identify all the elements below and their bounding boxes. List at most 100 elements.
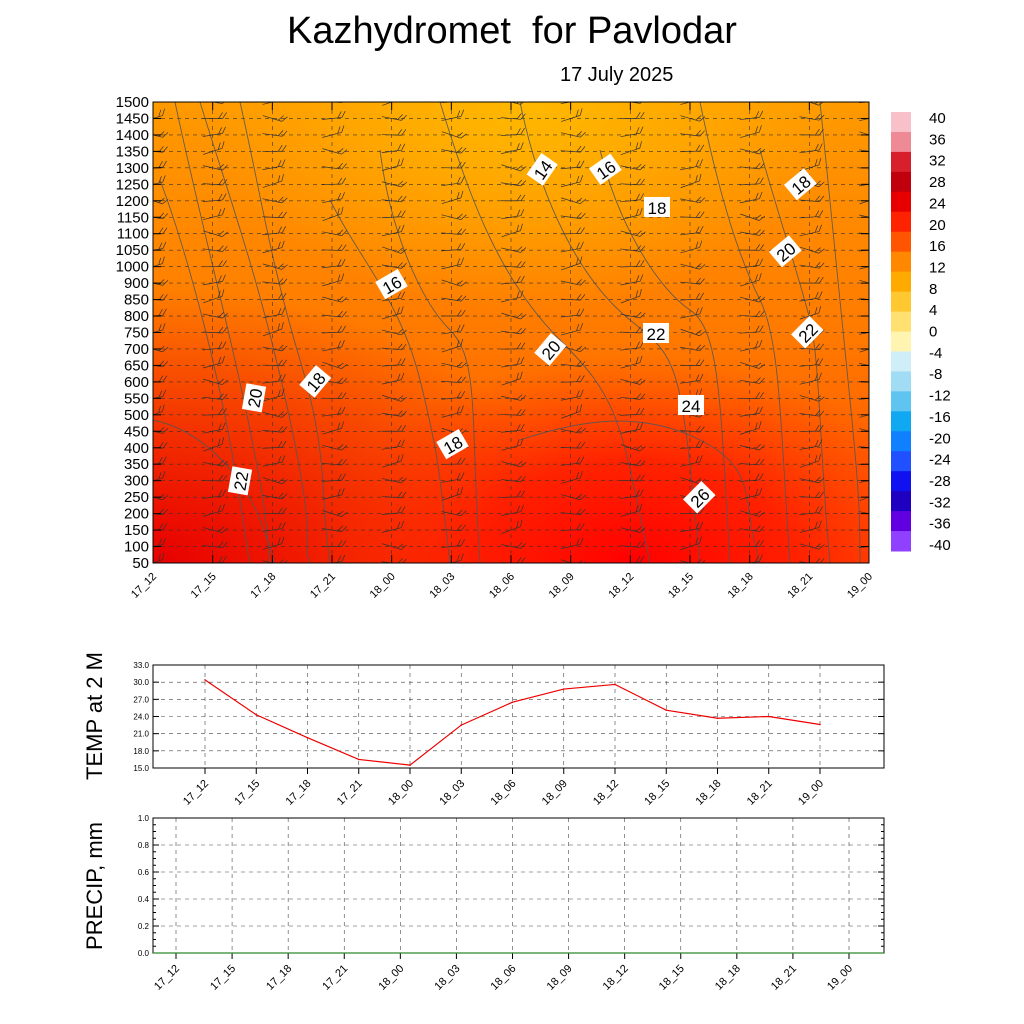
wind-barb <box>620 178 645 186</box>
colorbar-label: -8 <box>929 366 942 383</box>
barb-staff <box>153 345 163 353</box>
barb-staff <box>561 559 581 563</box>
barb-staff <box>739 166 760 170</box>
barb-staff <box>620 527 641 533</box>
temp-x-tick-label: 18_18 <box>694 778 724 808</box>
barb-staff <box>620 183 641 186</box>
wind-barb <box>322 206 344 221</box>
wind-barb <box>441 161 466 169</box>
wind-barb <box>381 180 407 188</box>
barb-staff <box>262 411 283 418</box>
wind-barb <box>680 277 705 285</box>
barb-flag <box>520 476 526 483</box>
temp-gridlines <box>153 664 884 769</box>
wind-barb <box>501 179 527 187</box>
barb-flag <box>516 327 522 334</box>
wind-barb <box>859 345 869 353</box>
wind-barb <box>262 536 285 550</box>
barb-flag <box>874 391 879 397</box>
barb-flag <box>576 227 581 234</box>
wind-barb <box>202 112 227 119</box>
barb-staff <box>321 183 343 186</box>
barb-flag <box>640 393 646 400</box>
barb-staff <box>859 297 869 302</box>
barb-flag <box>162 347 169 353</box>
colorbar-swatch <box>891 431 911 452</box>
barb-flag <box>520 127 525 135</box>
temp-point <box>511 701 514 703</box>
barb-flag <box>635 193 640 201</box>
barb-staff <box>799 478 820 484</box>
barb-staff <box>202 461 223 467</box>
barb-flag <box>397 476 404 483</box>
barb-flag <box>520 142 524 150</box>
wind-barb <box>500 342 526 350</box>
barb-flag <box>341 163 347 170</box>
barb-flag <box>401 196 407 203</box>
temp-point <box>409 764 411 766</box>
barb-flag <box>635 311 642 318</box>
barb-flag <box>879 228 883 234</box>
contour-label-text: 22 <box>230 470 252 492</box>
barb-flag <box>879 280 885 287</box>
barb-flag <box>520 328 526 335</box>
barb-flag <box>698 93 703 100</box>
wind-barb <box>153 108 165 122</box>
wind-barb <box>322 361 348 370</box>
wind-barb <box>560 441 586 449</box>
wind-barb <box>739 525 765 532</box>
contour-label-text: 20 <box>244 387 266 409</box>
barb-flag <box>457 161 462 169</box>
wind-barb <box>322 510 348 518</box>
barb-flag <box>341 406 346 414</box>
barb-flag <box>281 412 288 418</box>
barb-flag <box>221 437 225 445</box>
wind-barb <box>859 131 869 139</box>
barb-staff <box>799 264 820 269</box>
barb-flag <box>755 126 758 134</box>
barb-flag <box>576 360 582 367</box>
barb-staff <box>739 116 760 121</box>
barb-flag <box>695 144 701 152</box>
barb-flag <box>222 164 228 171</box>
barb-flag <box>576 508 582 515</box>
barb-staff <box>381 199 402 203</box>
barb-flag <box>580 456 585 464</box>
barb-flag <box>278 278 284 285</box>
barb-flag <box>516 490 522 498</box>
barb-staff <box>799 460 819 468</box>
barb-flag <box>635 127 640 135</box>
barb-flag <box>456 472 461 480</box>
wind-barb <box>739 125 762 139</box>
barb-flag <box>520 208 525 216</box>
barb-staff <box>262 313 283 319</box>
barb-staff <box>620 280 641 286</box>
barb-staff <box>441 545 462 548</box>
barb-flag <box>576 456 581 464</box>
precip-x-tick-label: 18_06 <box>489 963 519 993</box>
barb-staff <box>561 263 581 271</box>
barb-flag <box>337 473 342 481</box>
barb-flag <box>158 390 163 398</box>
barb-staff <box>859 411 869 418</box>
barb-flag <box>874 243 879 249</box>
barb-staff <box>859 446 869 450</box>
barb-staff <box>202 183 223 186</box>
barb-staff <box>620 362 641 369</box>
barb-flag <box>337 111 342 118</box>
wind-barb <box>501 460 527 468</box>
precip-x-tick-label: 18_00 <box>376 963 406 993</box>
barb-flag <box>699 225 704 233</box>
wind-barb <box>799 491 824 499</box>
barb-staff <box>381 364 402 367</box>
barb-flag <box>277 559 284 563</box>
barb-staff <box>620 396 641 400</box>
barb-flag <box>222 341 227 349</box>
barb-flag <box>695 344 702 351</box>
wind-barb <box>739 110 764 121</box>
barb-flag <box>875 361 880 368</box>
barb-flag <box>341 445 348 451</box>
barb-flag <box>819 343 824 350</box>
barb-flag <box>879 147 884 154</box>
y-tick-label: 800 <box>124 308 149 325</box>
